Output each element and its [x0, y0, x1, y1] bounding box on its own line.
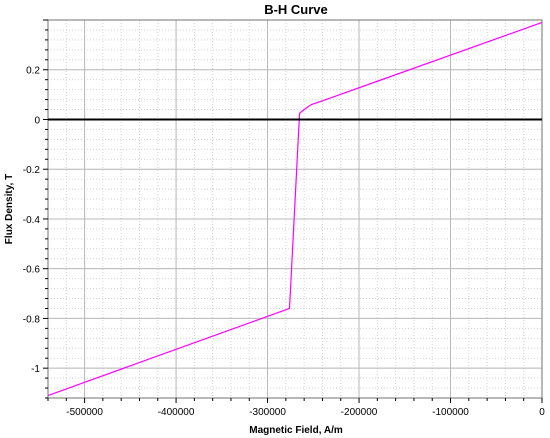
y-tick-label: -0.8 — [23, 314, 41, 325]
x-tick-label: 0 — [539, 407, 545, 418]
series-layer — [47, 21, 543, 397]
y-tick-label: -0.4 — [23, 215, 41, 226]
chart-title: B-H Curve — [264, 2, 328, 17]
x-tick-label: -500000 — [66, 407, 103, 418]
bh-curve-line — [47, 21, 543, 397]
x-tick-label: -200000 — [341, 407, 378, 418]
x-tick-label: -400000 — [158, 407, 195, 418]
y-tick-label: -0.6 — [23, 265, 41, 276]
y-tick-label: 0.2 — [26, 66, 40, 77]
axes-layer — [43, 19, 543, 403]
x-tick-label: -100000 — [432, 407, 469, 418]
y-tick-label: 0 — [34, 115, 40, 126]
x-tick-label: -300000 — [249, 407, 286, 418]
y-tick-label: -1 — [31, 364, 40, 375]
y-tick-label: -0.2 — [23, 165, 41, 176]
y-axis-label: Flux Density, T — [4, 174, 15, 244]
x-axis-label: Magnetic Field, A/m — [249, 425, 343, 436]
tick-labels: 0.2 0 -0.2 -0.4 -0.6 -0.8 -1 -500000 -400000 -300… — [23, 66, 545, 418]
